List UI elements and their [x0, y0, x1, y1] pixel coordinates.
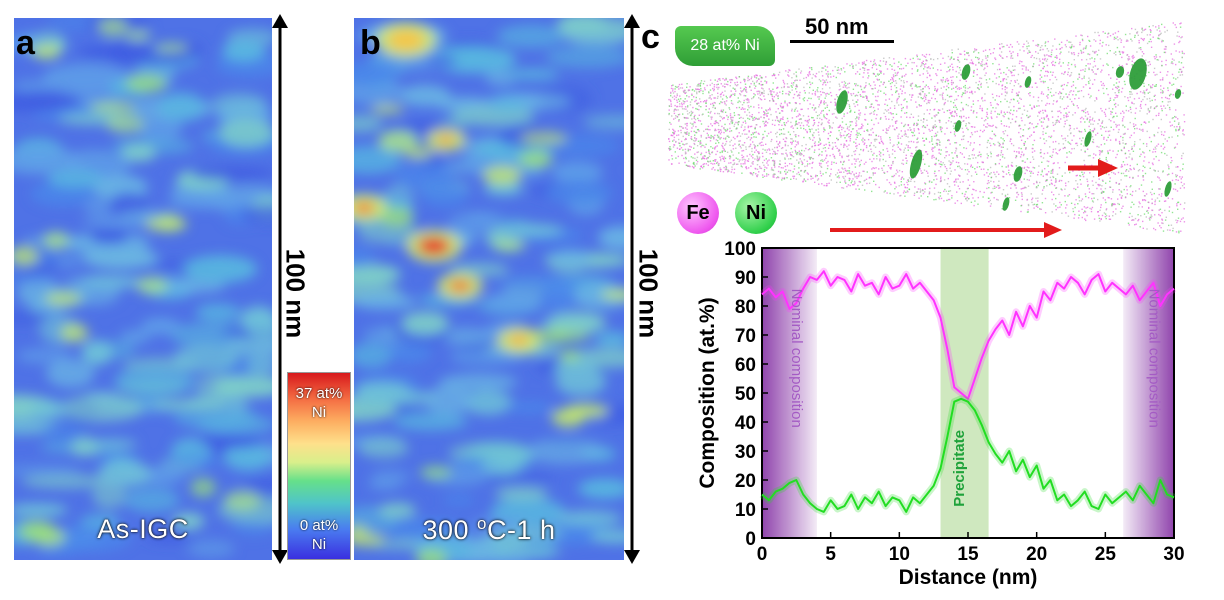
y-tick-label: 30: [735, 442, 756, 463]
nominal-band-left: [762, 248, 817, 538]
x-axis-label: Distance (nm): [899, 566, 1038, 589]
colorbar-min-label: 0 at%: [299, 517, 339, 534]
panel-b-map: [354, 18, 624, 560]
y-tick-label: 80: [735, 297, 756, 318]
panel-a-map: [14, 18, 272, 560]
panel-a-scale-label: 100 nm: [280, 248, 311, 339]
series-0-line: [761, 270, 1175, 400]
y-tick-label: 40: [735, 413, 756, 434]
y-tick-label: 60: [735, 355, 756, 376]
y-tick-label: 90: [735, 268, 756, 289]
panel-a-caption: As-IGC: [97, 514, 189, 544]
colorbar-min-unit: Ni: [311, 536, 327, 553]
y-tick-label: 70: [735, 326, 756, 347]
x-tick-label: 30: [1163, 544, 1184, 565]
precipitate-band: [940, 248, 989, 538]
panel-b-scale-arrow: [624, 14, 640, 564]
scale-bar-50nm: [790, 40, 894, 43]
panel-b-scale-label: 100 nm: [633, 248, 664, 339]
nominal-right-label: Nominal composition: [1145, 289, 1162, 428]
ni-atom-legend: Ni: [735, 192, 777, 234]
y-tick-label: 20: [735, 471, 756, 492]
panel-b-caption-degree: o: [477, 514, 487, 533]
x-tick-label: 25: [1095, 544, 1117, 565]
colorbar-max-label: 37 at%: [295, 385, 343, 402]
y-tick-label: 100: [724, 240, 756, 260]
panel-b-caption: 300 oC-1 h: [354, 514, 624, 546]
profile-direction-arrow: [830, 222, 1062, 238]
x-tick-label: 20: [1026, 544, 1047, 565]
nominal-left-label: Nominal composition: [788, 289, 805, 428]
y-tick-label: 10: [735, 500, 756, 521]
fe-label: Fe: [686, 202, 710, 224]
x-tick-label: 0: [757, 544, 768, 565]
y-axis-label: Composition (at.%): [696, 297, 719, 488]
y-tick-label: 0: [745, 529, 756, 550]
x-tick-label: 5: [825, 544, 836, 565]
x-tick-label: 15: [957, 544, 979, 565]
fe-atom-legend: Fe: [677, 192, 719, 234]
panel-b-letter: b: [360, 24, 381, 62]
ni-label: Ni: [746, 202, 766, 224]
precipitate-label: Precipitate: [951, 430, 968, 507]
composition-profile-chart: 0 10 20 30 40 50 60 70 80 90 100 0 5 10 15 20 25 30 Nomina…: [696, 240, 1185, 589]
x-tick-label: 10: [889, 544, 910, 565]
scale-bar-label: 50 nm: [805, 14, 869, 39]
iso-surface-legend: 28 at% Ni: [675, 26, 775, 66]
apt-reconstruction: [668, 22, 1186, 234]
iso-surface-label: 28 at% Ni: [690, 37, 760, 54]
panel-a-scale-arrow: [272, 14, 288, 564]
y-tick-label: 50: [735, 384, 756, 405]
colorbar-max-unit: Ni: [311, 404, 327, 421]
colorbar: 37 at% Ni 0 at% Ni: [287, 372, 351, 560]
series-1-line: [761, 397, 1175, 513]
panel-b-caption-tail: C-1 h: [487, 515, 556, 545]
panel-a-letter-overlay: a: [16, 24, 35, 62]
panel-c-letter: c: [641, 18, 660, 56]
panel-b-caption-main: 300: [422, 515, 478, 545]
